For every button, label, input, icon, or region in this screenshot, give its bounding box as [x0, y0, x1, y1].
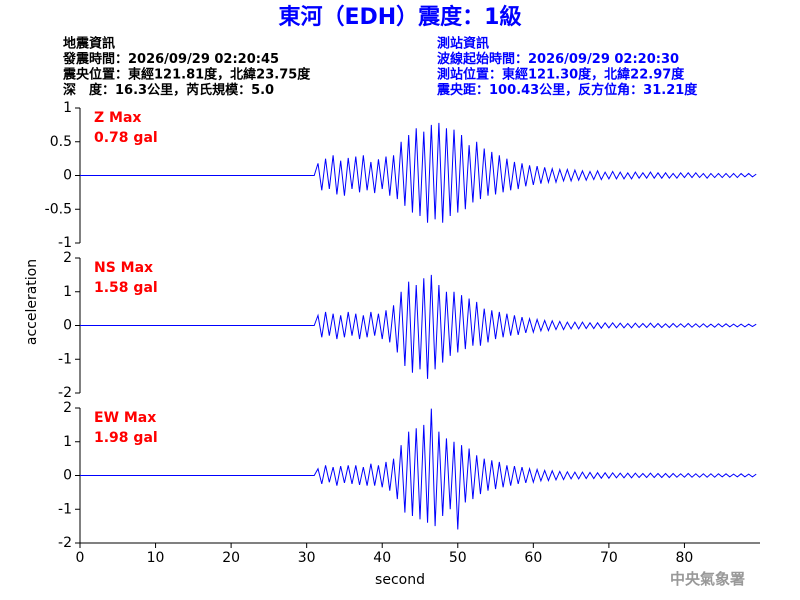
x-tick-label: 40	[373, 550, 391, 566]
y-tick-label: 0	[63, 468, 72, 484]
x-tick-label: 30	[298, 550, 316, 566]
y-tick-label: 1	[63, 434, 72, 450]
y-axis-label: acceleration	[24, 259, 40, 345]
waveform	[80, 122, 757, 223]
x-tick-label: 20	[222, 550, 240, 566]
station-info: 測站資訊	[437, 36, 489, 52]
quake-info: 深 度：16.3公里，芮氏規模：5.0	[63, 82, 274, 98]
station-info: 測站位置：東經121.30度，北緯22.97度	[437, 67, 685, 83]
y-tick-label: -1	[58, 351, 72, 367]
waveform	[80, 408, 757, 530]
component-label: EW Max	[94, 410, 156, 426]
max-label: 1.58 gal	[94, 280, 158, 296]
quake-info: 發震時間：2026/09/29 02:20:45	[62, 51, 279, 67]
y-tick-label: 0	[63, 318, 72, 334]
x-tick-label: 70	[600, 550, 618, 566]
max-label: 1.98 gal	[94, 430, 158, 446]
max-label: 0.78 gal	[94, 130, 158, 146]
y-tick-label: -2	[58, 535, 72, 551]
x-tick-label: 10	[147, 550, 165, 566]
quake-info: 震央位置：東經121.81度，北緯23.75度	[62, 67, 311, 83]
x-axis-label: second	[375, 572, 425, 588]
y-tick-label: 1	[63, 100, 72, 116]
y-tick-label: 0.5	[50, 134, 72, 150]
y-tick-label: 2	[63, 250, 72, 266]
y-tick-label: -1	[58, 501, 72, 517]
station-info: 波線起始時間：2026/09/29 02:20:30	[437, 51, 679, 67]
x-tick-label: 60	[524, 550, 542, 566]
waveform	[80, 274, 757, 379]
y-tick-label: 1	[63, 284, 72, 300]
y-tick-label: 2	[63, 400, 72, 416]
component-label: NS Max	[94, 260, 153, 276]
x-tick-label: 0	[76, 550, 85, 566]
y-tick-label: -2	[58, 385, 72, 401]
component-label: Z Max	[94, 110, 141, 126]
y-tick-label: 0	[63, 168, 72, 184]
footer: 中央氣象署	[670, 570, 745, 588]
quake-info: 地震資訊	[63, 36, 115, 52]
station-info: 震央距：100.43公里，反方位角：31.21度	[436, 82, 698, 98]
chart-title: 東河（EDH）震度：1級	[278, 4, 521, 30]
y-tick-label: -0.5	[45, 201, 72, 217]
x-tick-label: 50	[449, 550, 467, 566]
y-tick-label: -1	[58, 235, 72, 251]
x-tick-label: 80	[676, 550, 694, 566]
